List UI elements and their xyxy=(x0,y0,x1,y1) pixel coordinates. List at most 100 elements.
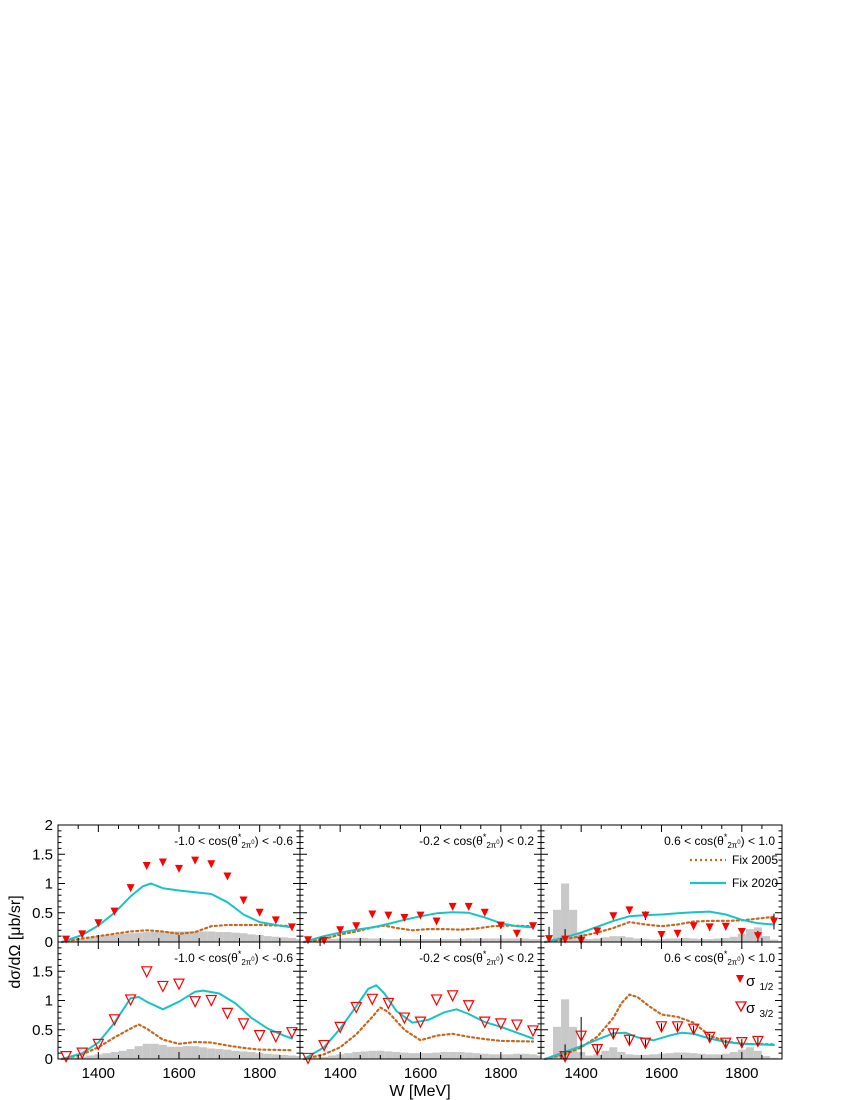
panel-label-part: ) < 1.0 xyxy=(741,951,776,965)
fit2020-curve xyxy=(61,882,293,943)
histogram-bar xyxy=(713,1054,722,1059)
histogram-bar xyxy=(392,1051,401,1059)
sigma12-point xyxy=(721,922,730,931)
histogram-bar xyxy=(312,1057,321,1059)
histogram-bar xyxy=(183,1046,192,1059)
histogram-bar xyxy=(432,1052,441,1059)
panel-label-part: 2π xyxy=(241,841,251,850)
histogram-bar xyxy=(504,938,513,942)
panel-label-part: * xyxy=(238,949,242,959)
histogram-bar xyxy=(689,938,698,942)
fit2005-curve xyxy=(60,923,293,944)
histogram-bar xyxy=(239,933,248,942)
histogram-bar xyxy=(263,1053,272,1059)
histogram-bar xyxy=(271,1054,280,1059)
panel-label-part: * xyxy=(724,949,728,959)
histogram-bar xyxy=(769,939,778,942)
histogram-bar xyxy=(777,940,782,942)
y-tick-label: 0.5 xyxy=(32,905,53,922)
legend-sigma32-base: σ xyxy=(746,1000,756,1017)
histogram-bar xyxy=(231,1050,240,1059)
histogram-bar xyxy=(102,1053,111,1059)
histogram-bar xyxy=(424,1053,433,1059)
histogram-bar xyxy=(593,1054,602,1059)
panel-label-part: -1.0 < cos(θ xyxy=(174,951,238,965)
sigma12-point xyxy=(769,917,778,926)
histogram-bar xyxy=(528,939,537,942)
histogram-bar xyxy=(769,1057,778,1059)
sigma32-point xyxy=(607,1028,620,1041)
y-tick-label: 1.5 xyxy=(32,963,53,980)
sigma12-point xyxy=(673,929,682,938)
histogram-bar xyxy=(86,937,95,942)
histogram-bar xyxy=(432,939,441,942)
histogram-bar xyxy=(207,1048,216,1059)
sigma32-point xyxy=(623,1034,636,1047)
histogram-bar xyxy=(118,933,127,942)
histogram-bar xyxy=(191,1046,200,1059)
histogram-bar xyxy=(488,1054,497,1059)
histogram-bar xyxy=(753,1050,762,1059)
sigma12-point xyxy=(368,910,377,919)
histogram-bar xyxy=(400,1052,409,1059)
fit2020-curve xyxy=(544,1031,775,1060)
histogram-bar xyxy=(673,1052,682,1059)
panel-label-part: 0 xyxy=(496,957,500,963)
histogram-bar xyxy=(536,939,541,942)
histogram-bar xyxy=(271,936,280,942)
background-histogram xyxy=(304,1050,541,1059)
histogram-bar xyxy=(681,1052,690,1059)
panel-label-part: 0.6 < cos(θ xyxy=(664,834,724,848)
sigma32-point xyxy=(124,994,137,1007)
sigma32-point xyxy=(189,996,202,1009)
panel-label-part: 0 xyxy=(737,957,741,963)
sigma12-point xyxy=(737,928,746,937)
legend-sigma12-marker xyxy=(736,975,744,983)
y-tick-label: 0 xyxy=(45,1051,53,1068)
histogram-bar xyxy=(705,939,714,942)
sigma32-point xyxy=(398,1012,411,1025)
histogram-bar xyxy=(231,932,240,942)
sigma12-point xyxy=(657,930,666,939)
histogram-bar xyxy=(207,931,216,942)
histogram-bar xyxy=(561,883,570,942)
histogram-bar xyxy=(665,1053,674,1059)
panel-label-part: * xyxy=(483,949,487,959)
histogram-bar xyxy=(320,1056,329,1059)
histogram-bar xyxy=(641,1054,650,1059)
sigma32-point xyxy=(221,1007,234,1020)
x-tick-label: 1400 xyxy=(564,1065,597,1082)
background-histogram xyxy=(304,937,541,942)
x-axis-title: W [MeV] xyxy=(389,1083,450,1100)
histogram-bar xyxy=(593,938,602,942)
sigma12-point xyxy=(207,860,216,869)
sigma32-point xyxy=(735,1037,748,1049)
histogram-bar xyxy=(199,931,208,942)
histogram-bar xyxy=(352,937,361,942)
histogram-bar xyxy=(745,1047,754,1059)
panel-label-part: * xyxy=(724,832,728,842)
panels-layer: 00.511.52-1.0 < cos(θ*2π0) < -0.6 -0.2 < … xyxy=(32,817,783,1082)
sigma12-point xyxy=(528,922,537,931)
histogram-bar xyxy=(215,1049,224,1059)
panel-label-part: 0 xyxy=(737,840,741,846)
sigma12-point xyxy=(400,914,409,923)
histogram-bar xyxy=(247,934,256,942)
histogram-bar xyxy=(472,1053,481,1059)
histogram-bar xyxy=(352,1051,361,1059)
histogram-bar xyxy=(601,1050,610,1059)
histogram-bar xyxy=(633,938,642,942)
sigma12-point xyxy=(609,912,618,921)
panel-label-part: * xyxy=(238,832,242,842)
sigma32-point xyxy=(108,1014,121,1027)
histogram-bar xyxy=(512,938,521,942)
histogram-bar xyxy=(569,909,578,942)
panel-label-part: 0 xyxy=(496,840,500,846)
panel-label-part: 2π xyxy=(486,841,496,850)
histogram-bar xyxy=(480,938,489,942)
histogram-bar xyxy=(585,1055,594,1059)
histogram-bar xyxy=(142,932,151,942)
histogram-bar xyxy=(609,1047,618,1059)
histogram-bar xyxy=(561,999,570,1059)
sigma32-point xyxy=(173,978,185,991)
